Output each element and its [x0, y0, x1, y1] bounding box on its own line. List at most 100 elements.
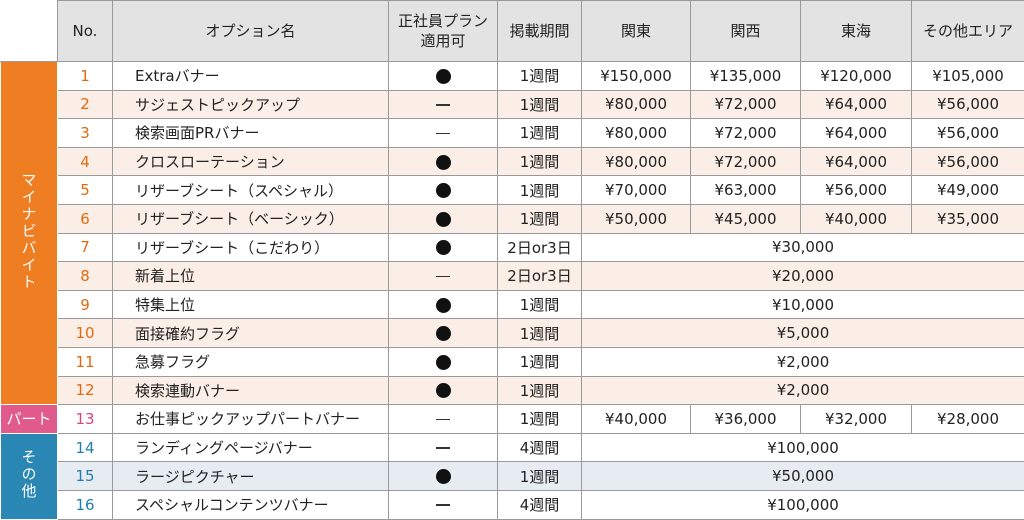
- price-tokai: ¥64,000: [801, 90, 912, 119]
- price-kansai: ¥135,000: [691, 62, 801, 91]
- row-number: 4: [58, 147, 113, 176]
- filled-circle-icon: [436, 240, 451, 255]
- price-tokai: ¥40,000: [801, 204, 912, 233]
- period-cell: 1週間: [498, 90, 582, 119]
- period-cell: 1週間: [498, 347, 582, 376]
- row-number: 6: [58, 204, 113, 233]
- header-tokai: 東海: [801, 1, 912, 62]
- price-tokai: ¥120,000: [801, 62, 912, 91]
- option-name: クロスローテーション: [113, 147, 389, 176]
- header-option-name: オプション名: [113, 1, 389, 62]
- period-cell: 1週間: [498, 462, 582, 491]
- price-kanto: ¥80,000: [582, 90, 691, 119]
- row-number: 9: [58, 290, 113, 319]
- seishain-cell: [389, 405, 498, 434]
- seishain-cell: [389, 433, 498, 462]
- option-name: お仕事ピックアップパートバナー: [113, 405, 389, 434]
- category-label: マイナビバイト: [19, 172, 40, 291]
- option-name: スペシャルコンテンツバナー: [113, 490, 389, 519]
- price-kanto: ¥40,000: [582, 405, 691, 434]
- header-kansai: 関西: [691, 1, 801, 62]
- row-number: 2: [58, 90, 113, 119]
- filled-circle-icon: [436, 155, 451, 170]
- header-seishain-line2: 適用可: [389, 31, 497, 51]
- price-other: ¥56,000: [912, 147, 1024, 176]
- row-number: 1: [58, 62, 113, 91]
- price-all-areas: ¥30,000: [582, 233, 1024, 262]
- option-name: リザーブシート（スペシャル）: [113, 176, 389, 205]
- price-other: ¥49,000: [912, 176, 1024, 205]
- seishain-cell: [389, 347, 498, 376]
- price-all-areas: ¥2,000: [582, 347, 1024, 376]
- row-number: 8: [58, 262, 113, 291]
- price-kanto: ¥80,000: [582, 119, 691, 148]
- category-label: その他: [19, 449, 40, 500]
- dash-icon: [436, 447, 450, 449]
- price-kansai: ¥72,000: [691, 119, 801, 148]
- header-other-area: その他エリア: [912, 1, 1024, 62]
- price-kanto: ¥80,000: [582, 147, 691, 176]
- row-number: 10: [58, 319, 113, 348]
- period-cell: 1週間: [498, 119, 582, 148]
- seishain-cell: [389, 119, 498, 148]
- dash-icon: [436, 419, 450, 421]
- seishain-cell: [389, 204, 498, 233]
- row-number: 14: [58, 433, 113, 462]
- header-corner: [1, 1, 58, 62]
- header-kanto: 関東: [582, 1, 691, 62]
- seishain-cell: [389, 319, 498, 348]
- filled-circle-icon: [436, 69, 451, 84]
- dash-icon: [436, 133, 450, 135]
- category-label: パート: [6, 410, 51, 428]
- row-number: 5: [58, 176, 113, 205]
- seishain-cell: [389, 62, 498, 91]
- dash-icon: [436, 504, 450, 506]
- period-cell: 1週間: [498, 204, 582, 233]
- option-name: Extraバナー: [113, 62, 389, 91]
- seishain-cell: [389, 376, 498, 405]
- option-name: リザーブシート（ベーシック）: [113, 204, 389, 233]
- price-other: ¥28,000: [912, 405, 1024, 434]
- price-kansai: ¥72,000: [691, 147, 801, 176]
- filled-circle-icon: [436, 383, 451, 398]
- price-all-areas: ¥100,000: [582, 433, 1024, 462]
- row-number: 13: [58, 405, 113, 434]
- header-no: No.: [58, 1, 113, 62]
- row-number: 11: [58, 347, 113, 376]
- price-all-areas: ¥20,000: [582, 262, 1024, 291]
- price-tokai: ¥64,000: [801, 147, 912, 176]
- seishain-cell: [389, 147, 498, 176]
- period-cell: 1週間: [498, 176, 582, 205]
- seishain-cell: [389, 490, 498, 519]
- row-number: 12: [58, 376, 113, 405]
- seishain-cell: [389, 290, 498, 319]
- option-name: ランディングページバナー: [113, 433, 389, 462]
- period-cell: 1週間: [498, 62, 582, 91]
- row-number: 7: [58, 233, 113, 262]
- option-name: 検索連動バナー: [113, 376, 389, 405]
- header-row: No. オプション名 正社員プラン 適用可 掲載期間 関東 関西 東海 その他エ…: [1, 1, 1024, 62]
- filled-circle-icon: [436, 326, 451, 341]
- seishain-cell: [389, 233, 498, 262]
- dash-icon: [436, 104, 450, 106]
- price-kansai: ¥45,000: [691, 204, 801, 233]
- header-seishain-line1: 正社員プラン: [389, 11, 497, 31]
- price-kansai: ¥63,000: [691, 176, 801, 205]
- option-name: 急募フラグ: [113, 347, 389, 376]
- filled-circle-icon: [436, 469, 451, 484]
- period-cell: 1週間: [498, 405, 582, 434]
